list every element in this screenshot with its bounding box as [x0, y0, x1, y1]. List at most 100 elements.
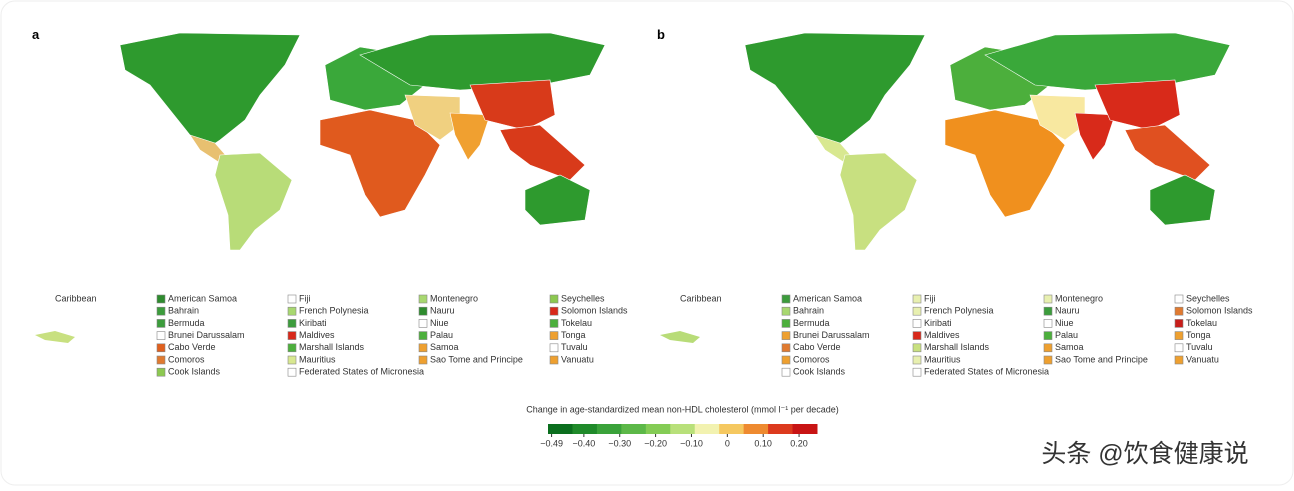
colorbar-segment [719, 424, 745, 434]
legend-label: Mauritius [299, 354, 336, 364]
legend-label: Sao Tome and Principe [1055, 354, 1148, 364]
legend-label: Tuvalu [1186, 342, 1213, 352]
legend-label: Bermuda [168, 318, 205, 328]
legend-label: Maldives [924, 330, 960, 340]
legend-swatch [156, 367, 166, 377]
legend-label: Seychelles [1186, 293, 1230, 303]
colorbar-tick-label: −0.20 [644, 438, 667, 448]
legend-swatch [1043, 319, 1053, 328]
legend-label: Samoa [430, 342, 459, 352]
legend-label: French Polynesia [299, 306, 369, 316]
legend-swatch [287, 367, 297, 377]
land-north-america [119, 32, 301, 151]
legend-swatch [418, 306, 428, 316]
legend-label: Montenegro [1055, 293, 1103, 303]
legend-swatch [1174, 306, 1184, 316]
colorbar-segment [768, 424, 794, 434]
legend-label: Fiji [299, 293, 311, 303]
inset-map [660, 331, 700, 343]
legend-swatch [781, 355, 791, 365]
land-china [1094, 79, 1181, 131]
legend-swatch [781, 294, 791, 304]
colorbar-segment [645, 424, 671, 434]
legend-label: Solomon Islands [1186, 306, 1253, 316]
colorbar-segment [743, 424, 769, 434]
legend-label: Federated States of Micronesia [299, 367, 424, 377]
legend-swatch [156, 331, 166, 340]
legend-label: Vanuatu [561, 354, 594, 364]
legend-label: Comoros [168, 354, 205, 364]
legend-label: Vanuatu [1186, 354, 1219, 364]
legend-swatch [418, 319, 428, 328]
land-russia [984, 32, 1231, 91]
legend-label: Cabo Verde [793, 342, 841, 352]
watermark: 头条 @饮食健康说 [1041, 440, 1248, 468]
legend-swatch [287, 306, 297, 316]
legend-swatch [1043, 331, 1053, 340]
land-north-america [744, 32, 926, 151]
legend-swatch [781, 343, 791, 353]
panel-label: a [32, 27, 40, 42]
legend-label: Tuvalu [561, 342, 588, 352]
legend-swatch [1174, 343, 1184, 353]
legend-swatch [1043, 343, 1053, 353]
colorbar-segment [670, 424, 696, 434]
colorbar-title: Change in age-standardized mean non-HDL … [526, 404, 839, 414]
colorbar-segment [596, 424, 622, 434]
legend-swatch [781, 319, 791, 328]
legend-swatch [156, 355, 166, 365]
legend-label: Cabo Verde [168, 342, 216, 352]
legend-swatch [1043, 355, 1053, 365]
panel-label: b [657, 27, 665, 42]
legend-label: Marshall Islands [299, 342, 365, 352]
legend-swatch [912, 319, 922, 328]
legend-swatch [549, 319, 559, 328]
legend-label: French Polynesia [924, 306, 994, 316]
legend-label: Fiji [924, 293, 936, 303]
legend-label: Palau [1055, 330, 1078, 340]
legend-swatch [781, 306, 791, 316]
legend-label: American Samoa [793, 293, 862, 303]
colorbar-tick-label: −0.49 [540, 438, 563, 448]
colorbar-tick-label: −0.40 [572, 438, 595, 448]
inset-title: Caribbean [55, 293, 97, 303]
legend-swatch [781, 331, 791, 340]
legend-swatch [418, 343, 428, 353]
legend-swatch [287, 355, 297, 365]
legend-label: Tonga [561, 330, 586, 340]
legend-label: Cook Islands [793, 367, 846, 377]
legend-label: Sao Tome and Principe [430, 354, 523, 364]
legend-swatch [781, 367, 791, 377]
colorbar-segment [694, 424, 720, 434]
legend-label: Nauru [1055, 306, 1080, 316]
legend-swatch [549, 355, 559, 365]
legend-swatch [287, 331, 297, 340]
legend-swatch [156, 306, 166, 316]
legend-label: Bermuda [793, 318, 830, 328]
inset-map [35, 331, 75, 343]
legend-label: Solomon Islands [561, 306, 628, 316]
legend-label: Brunei Darussalam [793, 330, 870, 340]
legend-label: Bahrain [168, 306, 199, 316]
legend-swatch [912, 343, 922, 353]
legend-label: Tokelau [1186, 318, 1217, 328]
legend-label: Comoros [793, 354, 830, 364]
legend-swatch [1043, 294, 1053, 304]
legend-label: Maldives [299, 330, 335, 340]
panel: a Caribbean American Samoa Bahrain Bermuda Br… [32, 27, 628, 377]
legend-label: Tonga [1186, 330, 1211, 340]
legend-swatch [287, 319, 297, 328]
legend-swatch [156, 343, 166, 353]
colorbar-tick-label: 0.10 [754, 438, 772, 448]
legend-swatch [912, 294, 922, 304]
panel: b Caribbean American Samoa Bahrain Bermuda Br… [657, 27, 1253, 377]
legend-swatch [549, 331, 559, 340]
legend-swatch [1043, 306, 1053, 316]
legend-swatch [549, 343, 559, 353]
colorbar-segment [548, 424, 573, 434]
legend-label: Kiribati [299, 318, 327, 328]
legend-label: Samoa [1055, 342, 1084, 352]
legend-swatch [1174, 355, 1184, 365]
legend-label: Nauru [430, 306, 455, 316]
